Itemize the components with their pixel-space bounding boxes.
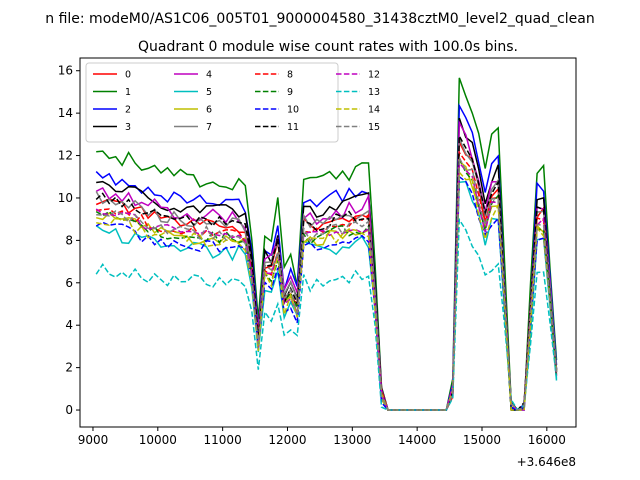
y-tick-label: 12 bbox=[58, 149, 73, 163]
series-line-13 bbox=[95, 217, 558, 412]
y-axis: 0 2 4 6 8 10 12 14 16 bbox=[58, 64, 80, 417]
legend-label-1: 1 bbox=[125, 87, 131, 98]
x-tick-label: 10000 bbox=[139, 433, 177, 447]
y-tick-label: 2 bbox=[65, 361, 73, 375]
chart-title: Quadrant 0 module wise count rates with … bbox=[138, 39, 518, 55]
legend-box bbox=[85, 62, 339, 143]
x-tick-label: 14000 bbox=[398, 433, 436, 447]
chart-suptitle: n file: modeM0/AS1C06_005T01_9000004580_… bbox=[45, 11, 594, 27]
legend-label-15: 15 bbox=[368, 122, 380, 133]
x-tick-label: 11000 bbox=[204, 433, 242, 447]
series-line-4 bbox=[95, 119, 558, 411]
legend-label-3: 3 bbox=[125, 122, 131, 133]
series-line-2 bbox=[95, 102, 558, 411]
x-tick-label: 9000 bbox=[78, 433, 109, 447]
legend-label-8: 8 bbox=[287, 70, 293, 81]
series-line-12 bbox=[95, 160, 558, 411]
y-tick-label: 0 bbox=[65, 403, 73, 417]
y-tick-label: 16 bbox=[58, 64, 73, 78]
legend-label-13: 13 bbox=[368, 87, 380, 98]
legend-label-2: 2 bbox=[125, 105, 131, 116]
series-line-11 bbox=[95, 133, 558, 411]
series-line-1 bbox=[96, 77, 558, 411]
y-tick-label: 10 bbox=[58, 191, 73, 205]
legend-label-11: 11 bbox=[287, 122, 299, 133]
legend-label-12: 12 bbox=[368, 70, 380, 81]
y-tick-label: 6 bbox=[65, 276, 73, 290]
legend-label-6: 6 bbox=[206, 105, 212, 116]
y-tick-label: 4 bbox=[65, 318, 73, 332]
x-tick-label: 15000 bbox=[463, 433, 501, 447]
x-tick-label: 12000 bbox=[268, 433, 306, 447]
series-line-14 bbox=[96, 170, 558, 411]
x-offset-label: +3.646e8 bbox=[517, 455, 576, 469]
series-line-3 bbox=[96, 117, 558, 412]
series-line-15 bbox=[96, 157, 558, 411]
series-line-8 bbox=[96, 150, 558, 411]
x-tick-label: 13000 bbox=[333, 433, 371, 447]
y-tick-label: 8 bbox=[65, 233, 73, 247]
legend-label-7: 7 bbox=[206, 122, 212, 133]
x-tick-label: 16000 bbox=[528, 433, 566, 447]
legend-label-14: 14 bbox=[368, 105, 380, 116]
x-axis: 9000 10000 11000 12000 13000 14000 15000 16000 bbox=[78, 427, 566, 447]
plot-series bbox=[95, 77, 558, 412]
plot-frame bbox=[79, 57, 577, 428]
y-tick-label: 14 bbox=[58, 106, 73, 120]
legend-label-10: 10 bbox=[287, 105, 299, 116]
legend-label-9: 9 bbox=[287, 87, 293, 98]
legend-label-0: 0 bbox=[125, 70, 131, 81]
legend-label-5: 5 bbox=[206, 87, 212, 98]
legend-label-4: 4 bbox=[206, 70, 212, 81]
